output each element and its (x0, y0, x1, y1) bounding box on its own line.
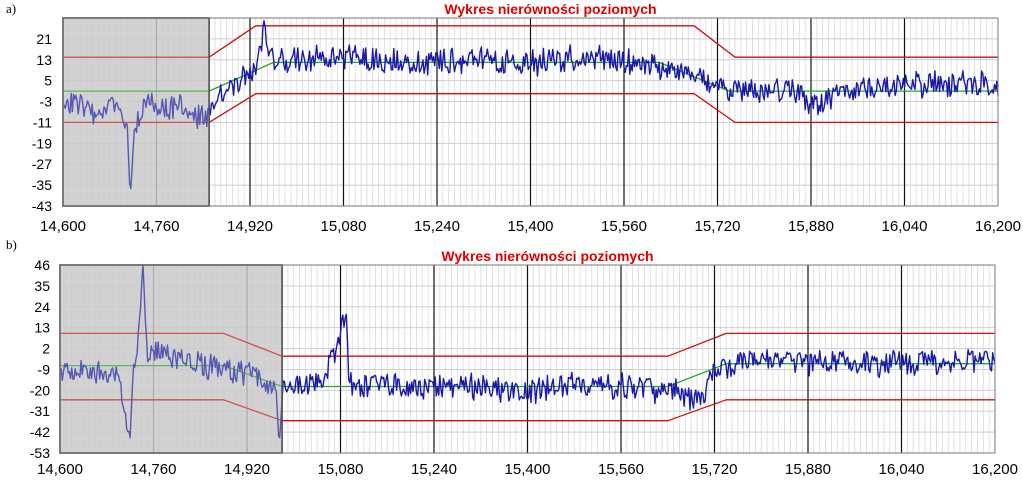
x-tick-label: 14,920 (224, 461, 270, 478)
y-tick-label: 13 (34, 320, 50, 336)
panel-letter: b) (6, 237, 17, 252)
x-tick-label: 15,240 (411, 461, 457, 478)
x-tick-label: 15,880 (788, 218, 834, 235)
shaded-region (59, 264, 283, 454)
shaded-overlay (59, 264, 283, 454)
x-tick-label: 14,760 (131, 461, 177, 478)
x-tick-label: 15,080 (321, 218, 367, 235)
y-tick-label: -35 (32, 177, 52, 193)
y-tick-label: -42 (30, 424, 50, 440)
y-tick-label: -11 (33, 114, 52, 130)
x-tick-label: 15,400 (508, 218, 554, 235)
y-tick-label: 46 (34, 257, 50, 273)
shaded-overlay (62, 17, 210, 207)
x-tick-label: 15,560 (598, 461, 644, 478)
plot-border (62, 17, 999, 207)
x-tick-label: 15,720 (695, 218, 741, 235)
series-signal (62, 20, 999, 190)
series-signal (59, 264, 996, 439)
y-tick-label: -19 (32, 135, 52, 151)
x-tick-label: 16,200 (975, 218, 1021, 235)
x-tick-label: 15,880 (785, 461, 831, 478)
y-tick-label: -20 (30, 382, 50, 398)
x-tick-label: 15,080 (318, 461, 364, 478)
y-tick-label: 5 (44, 73, 52, 89)
y-tick-label: 35 (34, 278, 50, 294)
y-tick-label: -43 (32, 198, 52, 214)
y-tick-label: -3 (40, 94, 53, 110)
y-tick-label: 2 (42, 341, 50, 357)
y-tick-label: -9 (38, 361, 51, 377)
chart-title: Wykres nierówności poziomych (441, 248, 653, 264)
chart-title: Wykres nierówności poziomych (444, 1, 656, 17)
x-tick-label: 15,560 (601, 218, 647, 235)
chart-panel-b: b) Wykres nierówności poziomych 46 35 24 13 2 -… (6, 237, 1018, 478)
y-tick-label: -53 (30, 445, 50, 461)
plot-border (59, 264, 996, 454)
x-tick-label: 15,400 (505, 461, 551, 478)
panel-letter: a) (6, 1, 16, 16)
y-tick-label: 21 (36, 31, 52, 47)
y-tick-label: 24 (34, 299, 50, 315)
x-tick-label: 14,600 (37, 461, 83, 478)
x-tick-label: 14,920 (227, 218, 273, 235)
x-tick-label: 16,040 (882, 218, 928, 235)
x-tick-label: 16,200 (972, 461, 1018, 478)
series-upper-limit (60, 332, 995, 357)
x-tick-label: 15,720 (692, 461, 738, 478)
y-tick-label: 13 (36, 52, 52, 68)
chart-panel-a: a) Wykres nierówności poziomych 21 13 5 -3 -11… (6, 1, 1021, 235)
x-tick-label: 15,240 (414, 218, 460, 235)
x-tick-label: 14,600 (40, 218, 86, 235)
y-tick-label: -27 (32, 156, 52, 172)
x-tick-label: 16,040 (879, 461, 925, 478)
series-lower-limit (60, 399, 995, 422)
y-tick-label: -31 (30, 403, 50, 419)
x-tick-label: 14,760 (134, 218, 180, 235)
